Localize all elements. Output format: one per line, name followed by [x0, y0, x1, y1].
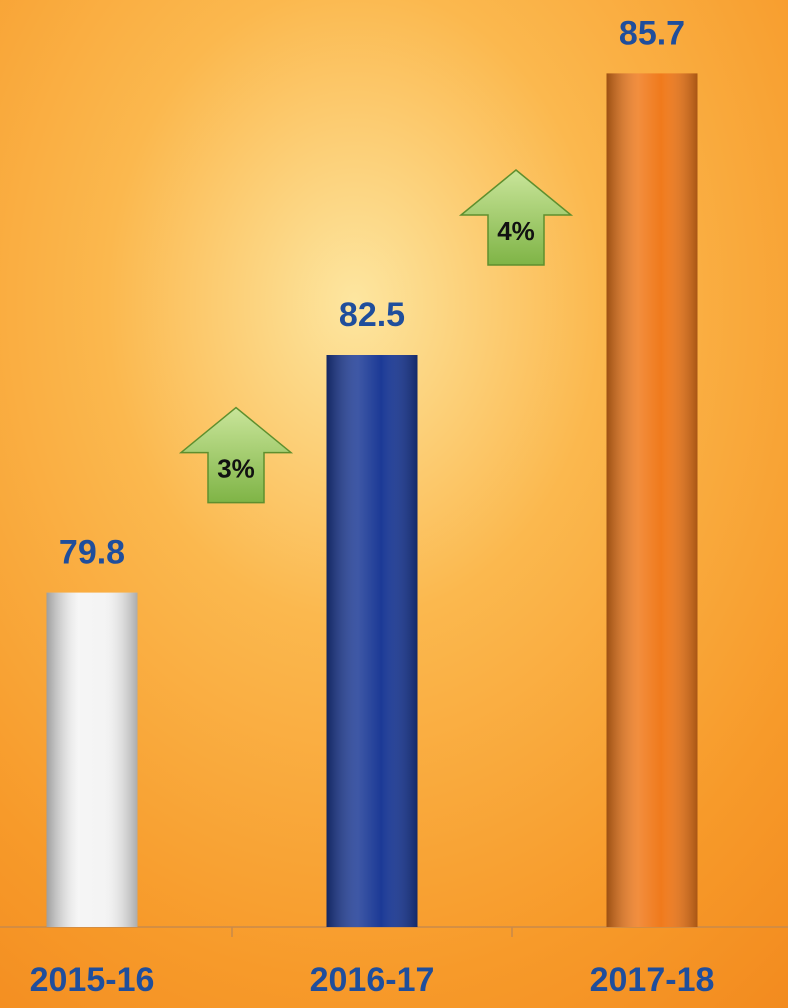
growth-arrow	[178, 406, 294, 504]
growth-label: 4%	[497, 216, 535, 246]
x-tick-label: 2015-16	[30, 961, 155, 999]
growth-label: 3%	[217, 453, 255, 483]
value-label: 85.7	[619, 14, 685, 52]
bar-shading	[326, 355, 418, 927]
x-tick-label: 2016-17	[310, 961, 435, 999]
value-label: 79.8	[59, 534, 125, 572]
growth-arrow	[458, 169, 574, 266]
x-tick-label: 2017-18	[590, 961, 715, 999]
bar-shading	[46, 592, 138, 927]
bar-shading	[606, 73, 698, 927]
value-label: 82.5	[339, 296, 405, 334]
